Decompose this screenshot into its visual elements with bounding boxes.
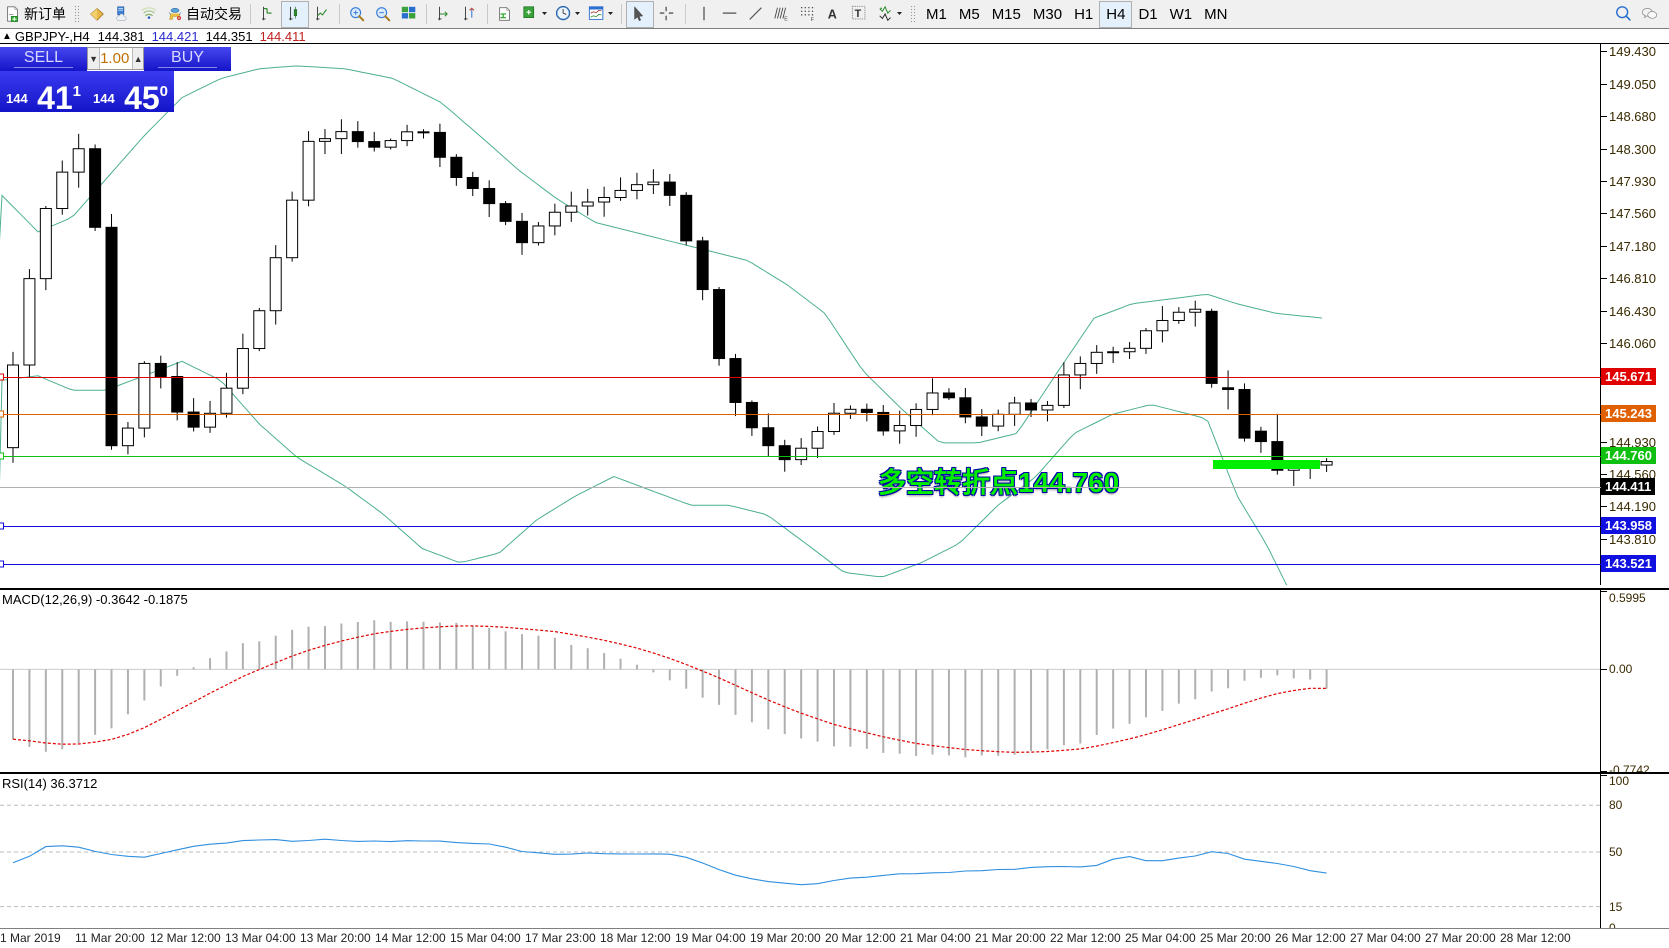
svg-text:T: T (855, 8, 862, 20)
svg-text:A: A (828, 8, 837, 22)
svg-text:E: E (784, 16, 788, 22)
svg-text:F: F (811, 17, 815, 23)
